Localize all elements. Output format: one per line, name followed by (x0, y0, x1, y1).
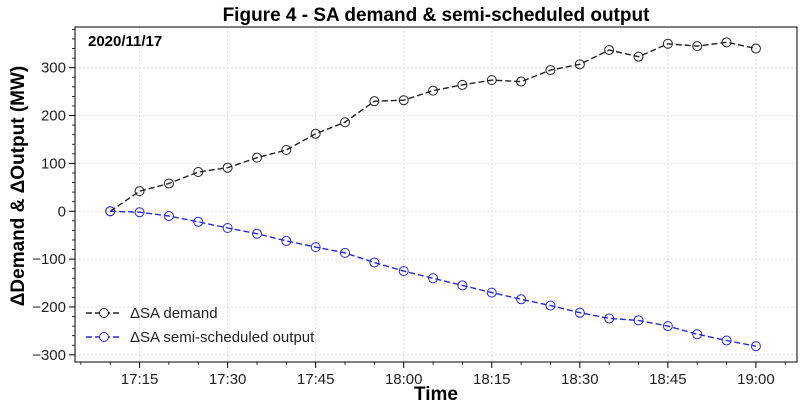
legend-label: ΔSA demand (130, 305, 218, 322)
y-axis-label: ΔDemand & ΔOutput (MW) (8, 66, 29, 307)
data-point (692, 41, 703, 52)
data-point (457, 280, 468, 291)
data-point (516, 294, 527, 305)
data-point (545, 300, 556, 311)
legend-entry: ΔSA demand (86, 305, 218, 322)
data-point (750, 43, 761, 54)
data-point (134, 186, 145, 197)
plot-frame (74, 26, 798, 363)
data-point (369, 96, 380, 107)
data-point (516, 76, 527, 87)
x-tick-label: 17:15 (121, 371, 159, 388)
data-point (428, 85, 439, 96)
data-point (574, 59, 585, 70)
data-point (281, 235, 292, 246)
data-point (633, 315, 644, 326)
data-point (662, 321, 673, 332)
x-tick-label: 18:45 (649, 371, 687, 388)
data-point (105, 206, 116, 217)
data-point (310, 128, 321, 139)
data-point (604, 44, 615, 55)
data-point (633, 51, 644, 62)
data-point (310, 242, 321, 253)
axes: −300 −200 −100 0 100 200 300 17:15 17:30 17:45 18:… (32, 26, 798, 388)
x-tick-label: 19:00 (737, 371, 775, 388)
x-tick-label: 18:30 (561, 371, 599, 388)
data-point (692, 329, 703, 340)
x-tick-label: 17:30 (209, 371, 247, 388)
data-point (604, 313, 615, 324)
series-line (110, 210, 757, 347)
data-point (251, 228, 262, 239)
data-point (428, 273, 439, 284)
y-tick-label: −100 (32, 251, 66, 268)
data-point (134, 207, 145, 218)
chart-title: Figure 4 - SA demand & semi-scheduled ou… (223, 5, 651, 26)
y-tick-label: −300 (32, 347, 66, 364)
data-point (251, 152, 262, 163)
y-tick-label: −200 (32, 299, 66, 316)
series-layer (105, 37, 761, 352)
data-point (193, 216, 204, 227)
data-point (340, 247, 351, 258)
series-line (109, 41, 757, 212)
data-point (163, 211, 174, 222)
data-point (222, 162, 233, 173)
data-point (750, 341, 761, 352)
data-point (398, 95, 409, 106)
data-point (457, 79, 468, 90)
data-point (193, 167, 204, 178)
data-point (163, 178, 174, 189)
data-point (545, 65, 556, 76)
legend-entry: ΔSA semi-scheduled output (86, 329, 315, 346)
date-annotation: 2020/11/17 (88, 33, 162, 50)
legend-marker (99, 332, 109, 342)
legend-marker (99, 308, 109, 318)
x-tick-label: 18:15 (473, 371, 511, 388)
data-point (662, 38, 673, 49)
x-tick-label: 17:45 (297, 371, 335, 388)
data-point (398, 266, 409, 277)
y-tick-label: 300 (41, 60, 66, 77)
data-point (281, 144, 292, 155)
series-0 (105, 37, 761, 217)
y-tick-label: 200 (41, 108, 66, 125)
y-tick-label: 0 (58, 203, 66, 220)
data-point (222, 223, 233, 233)
x-tick-label: 18:00 (385, 371, 423, 388)
grid (75, 27, 797, 362)
y-tick-label: 100 (41, 155, 66, 172)
data-point (721, 335, 732, 346)
legend: ΔSA demand ΔSA semi-scheduled output (86, 305, 315, 346)
data-point (369, 257, 380, 268)
data-point (340, 117, 351, 128)
legend-label: ΔSA semi-scheduled output (130, 329, 315, 346)
data-point (486, 75, 497, 86)
data-point (486, 287, 497, 298)
x-axis-label: Time (414, 384, 458, 405)
data-point (721, 37, 732, 48)
data-point (574, 307, 585, 318)
series-1 (105, 206, 761, 352)
